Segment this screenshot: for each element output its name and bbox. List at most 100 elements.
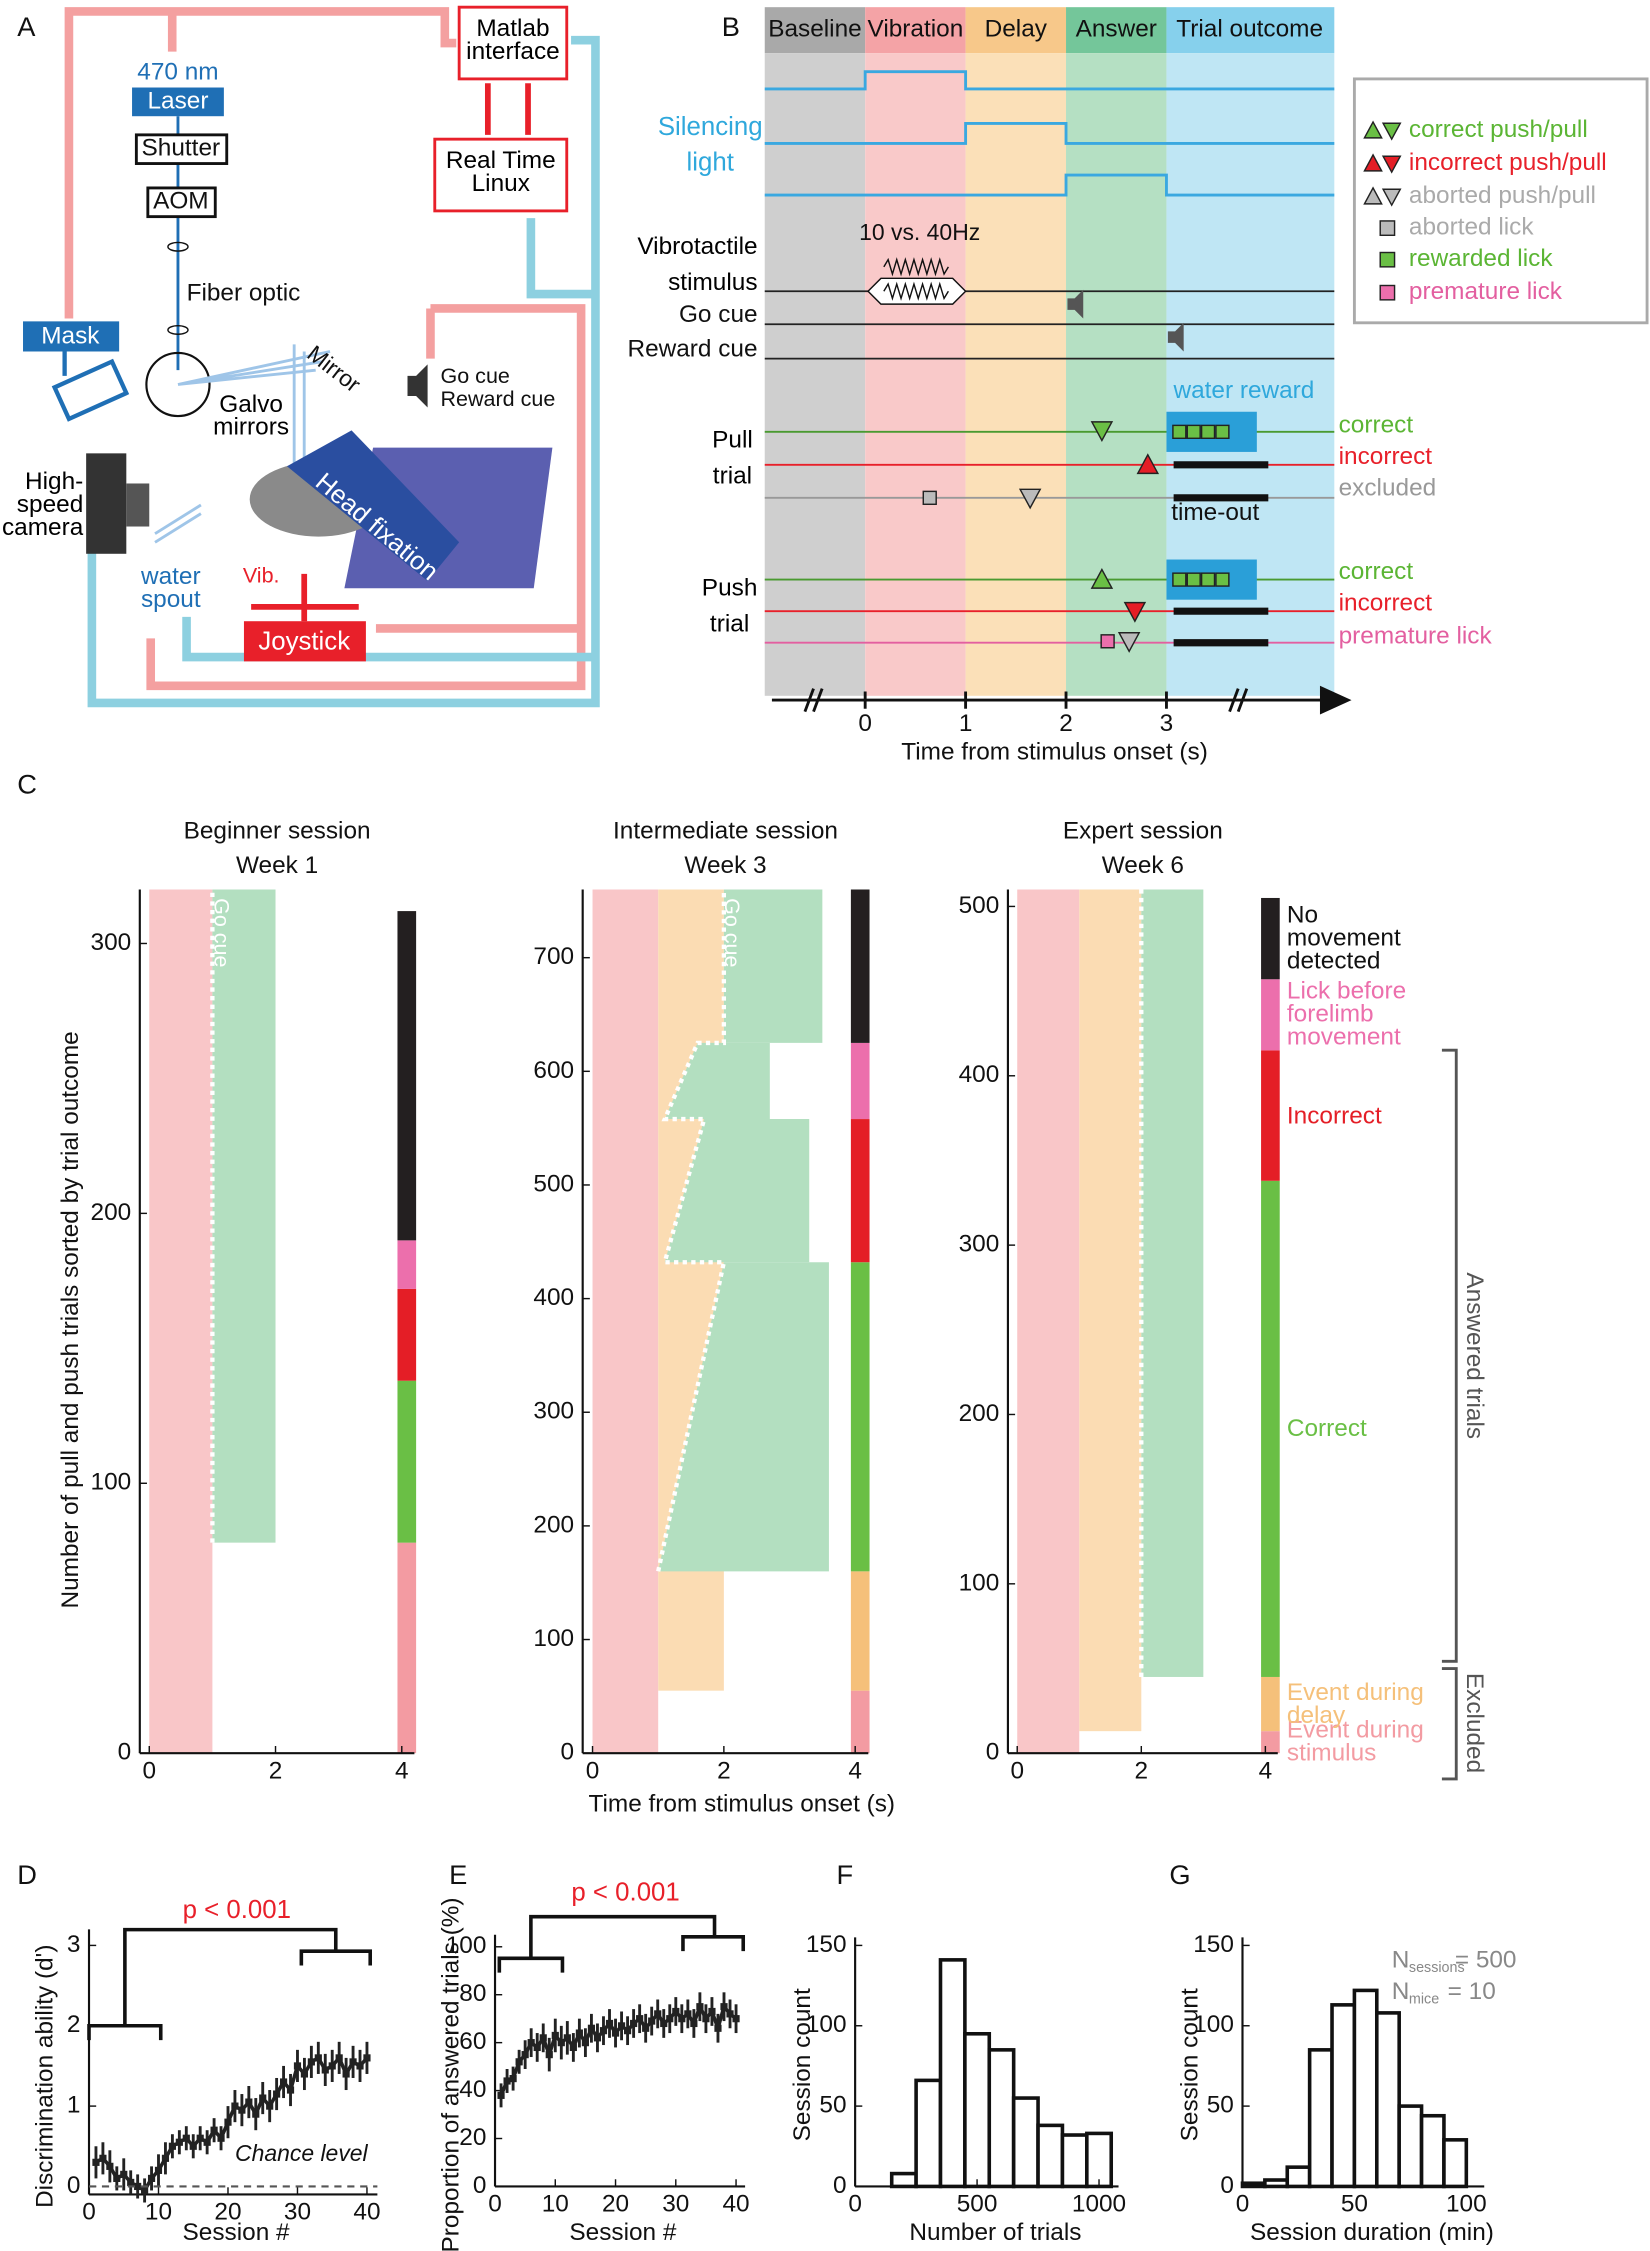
bar	[963, 2031, 992, 2189]
outcome-segment	[397, 1240, 417, 1289]
label: Reward cue	[627, 335, 757, 362]
pink-path	[64, 7, 457, 319]
x-tick-label: 20	[602, 2191, 629, 2218]
point	[624, 2027, 632, 2035]
annotation: p < 0.001	[571, 1879, 679, 1907]
x-tick-label: 1000	[1072, 2191, 1126, 2218]
label: 10 vs. 40Hz	[859, 219, 980, 245]
marker	[1215, 424, 1230, 440]
pink-path	[146, 304, 586, 691]
marker	[1363, 186, 1383, 205]
point	[266, 2102, 274, 2110]
y-tick-label: 40	[459, 2076, 486, 2103]
point	[660, 2019, 668, 2028]
point	[666, 2015, 674, 2023]
label: Go cue	[679, 301, 758, 328]
label: incorrect	[1339, 443, 1433, 470]
marker	[1172, 572, 1187, 587]
panel-label: C	[17, 768, 37, 799]
y-tick-label: 150	[806, 1931, 847, 1958]
point	[708, 2007, 716, 2016]
go-cue-label: Go cue	[209, 898, 233, 967]
marker	[1136, 453, 1160, 475]
marker	[1363, 153, 1383, 172]
x-tick-label: 0	[1010, 1757, 1024, 1784]
red-arrows	[484, 83, 531, 135]
marker	[1090, 568, 1114, 589]
point	[630, 2019, 638, 2028]
outcome-segment	[397, 1288, 417, 1381]
legend-entry: Correct	[1286, 1414, 1367, 1442]
marker	[922, 490, 937, 506]
label: Real Time Linux	[445, 149, 556, 197]
panel-label: A	[17, 11, 36, 42]
label-box: water spout	[141, 565, 201, 611]
x-tick-label: 4	[848, 1757, 862, 1784]
bar	[1036, 2123, 1065, 2189]
label: correct	[1339, 412, 1414, 439]
head-fixation-bar	[286, 430, 460, 582]
x-tick-label: 30	[284, 2199, 311, 2226]
panel-label: D	[17, 1859, 37, 1890]
bar	[1352, 1988, 1379, 2189]
label-box: High-speed camera	[2, 471, 83, 540]
label-box: Push trial	[702, 574, 758, 637]
mask-device	[51, 351, 130, 422]
marker	[1379, 284, 1396, 301]
label: correct	[1339, 558, 1414, 585]
legend-box	[1352, 77, 1649, 325]
point	[569, 2043, 577, 2052]
point	[545, 2051, 553, 2059]
point	[593, 2034, 602, 2042]
label: Vibrotactile stimulus	[637, 232, 758, 296]
point	[182, 2134, 190, 2142]
point	[141, 2186, 149, 2195]
marker	[1363, 120, 1383, 139]
outcome-segment	[1261, 1180, 1280, 1677]
marker	[1090, 421, 1114, 442]
x-tick-label: 2	[1135, 1757, 1149, 1784]
label: Vibration	[868, 16, 964, 43]
x-axis-label: Number of trials	[909, 2219, 1081, 2246]
significance-bracket	[87, 1927, 373, 2041]
legend-entry: aborted lick	[1409, 214, 1534, 241]
point	[120, 2170, 128, 2178]
label: Trial outcome	[1176, 16, 1323, 43]
outcome-segment	[1261, 1676, 1280, 1732]
label-box: Real Time Linux	[445, 149, 556, 197]
chart-subtitle: Week 6	[1102, 852, 1184, 879]
point	[321, 2066, 329, 2074]
x-tick-label: 0	[1236, 2191, 1250, 2218]
bar	[889, 2171, 918, 2189]
point	[678, 2015, 686, 2023]
phase-header	[764, 7, 866, 54]
y-tick-label: 2	[67, 2011, 81, 2038]
outcome-segment	[397, 1380, 417, 1543]
point	[509, 2075, 517, 2083]
point	[356, 2062, 364, 2070]
point	[92, 2158, 100, 2166]
annotation: N	[1392, 1947, 1410, 1974]
phase-band	[1066, 53, 1167, 696]
x-tick-label: 500	[957, 2191, 998, 2218]
point	[349, 2058, 357, 2066]
legend-entry: No movement detected	[1286, 901, 1401, 975]
outcome-segment	[850, 1119, 870, 1263]
point	[684, 2010, 692, 2018]
point	[286, 2086, 295, 2094]
phase-shading	[658, 1262, 829, 1572]
linux-box	[433, 137, 569, 213]
point	[342, 2070, 350, 2078]
x-tick-label: 40	[722, 2191, 749, 2218]
x-tick-label: 3	[1160, 710, 1174, 737]
outcome-segment	[1261, 1050, 1280, 1181]
y-tick-label: 500	[959, 892, 1000, 919]
legend-entry: Correct	[1286, 1414, 1367, 1442]
marker	[1100, 634, 1115, 649]
light-beams	[177, 344, 331, 495]
phase-band	[764, 53, 866, 696]
point	[599, 2027, 608, 2035]
point	[726, 2010, 734, 2018]
legend-entry: incorrect push/pull	[1409, 149, 1607, 176]
y-tick-label: 200	[533, 1511, 574, 1538]
